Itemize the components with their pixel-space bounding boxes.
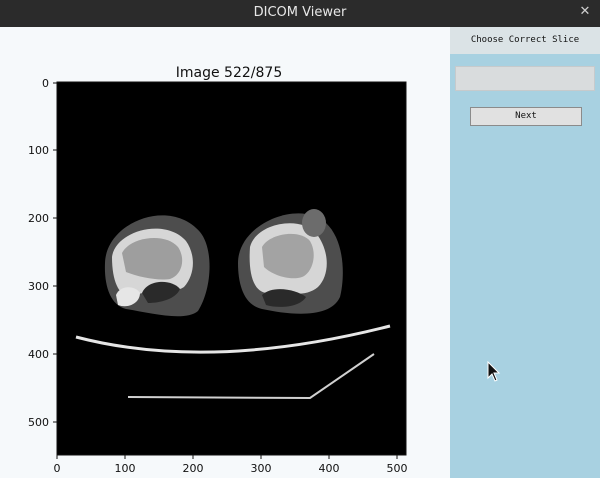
x-axis: 0 100 200 300 400 500	[54, 455, 408, 475]
y-tick-label: 200	[28, 212, 49, 225]
y-tick-label: 400	[28, 348, 49, 361]
x-tick-label: 0	[54, 462, 61, 475]
scan-right-knee	[238, 209, 343, 314]
x-tick-label: 400	[319, 462, 340, 475]
sidebar-header: Choose Correct Slice	[450, 27, 600, 54]
window-titlebar: DICOM Viewer ✕	[0, 0, 600, 27]
y-axis: 0 100 200 300 400 500	[28, 77, 57, 429]
x-tick-label: 100	[115, 462, 136, 475]
close-icon[interactable]: ✕	[579, 4, 591, 19]
image-plot: Image 522/875 0	[0, 27, 450, 478]
scan-left-knee	[104, 215, 210, 317]
x-tick-label: 500	[387, 462, 408, 475]
y-tick-label: 0	[42, 77, 49, 90]
plot-canvas: Image 522/875 0	[28, 65, 408, 475]
x-tick-label: 200	[183, 462, 204, 475]
y-tick-label: 100	[28, 144, 49, 157]
scanner-table-base	[127, 353, 375, 400]
y-tick-label: 300	[28, 280, 49, 293]
y-tick-label: 500	[28, 416, 49, 429]
window-title: DICOM Viewer	[253, 5, 347, 20]
x-tick-label: 300	[251, 462, 272, 475]
scanner-table-curve	[75, 324, 391, 354]
plot-title: Image 522/875	[176, 65, 282, 81]
next-button[interactable]: Next	[470, 107, 582, 126]
sidebar-panel: Choose Correct Slice Next	[450, 27, 600, 478]
slice-input[interactable]	[455, 66, 595, 91]
mouse-cursor-icon	[487, 360, 501, 387]
